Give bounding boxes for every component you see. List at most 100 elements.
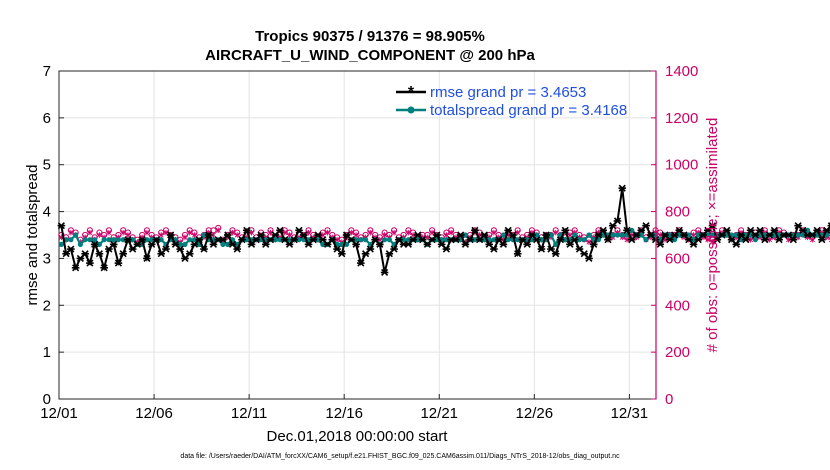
rmse-point [223, 231, 232, 239]
rmse-point [551, 250, 560, 258]
totalspread-point [191, 237, 198, 243]
obs-assimilated-point [248, 229, 255, 236]
legend-rmse-marker: * [408, 84, 415, 101]
rmse-point [561, 226, 570, 234]
totalspread-point [795, 232, 801, 238]
totalspread-point [538, 237, 545, 243]
x-axis: 12/01 12/06 12/11 12/16 12/21 12/26 12/31 [40, 394, 648, 422]
obs-assimilated-point [96, 232, 102, 238]
y-right-tick-label-6: 1200 [665, 110, 698, 127]
rmse-point [143, 254, 151, 262]
obs-assimilated-point [429, 229, 435, 236]
rmse-point [827, 222, 830, 230]
totalspread-point [581, 237, 587, 243]
y-right-tick-label-0: 0 [665, 391, 673, 408]
totalspread-point [68, 237, 74, 243]
y-right-tick-label-4: 800 [665, 204, 690, 221]
obs-assimilated-point [367, 229, 373, 236]
rmse-point [471, 226, 479, 234]
totalspread-point [619, 232, 625, 238]
rmse-point [642, 222, 650, 230]
obs-assimilated-point [567, 232, 573, 238]
obs-possible-point [828, 234, 830, 241]
totalspread-point [277, 237, 283, 243]
rmse-point [195, 236, 204, 244]
totalspread-point [415, 237, 421, 243]
totalspread-point [800, 232, 806, 238]
totalspread-point [562, 237, 568, 243]
obs-assimilated-point [353, 232, 359, 238]
obs-assimilated-point [424, 234, 430, 241]
rmse-point [604, 236, 612, 244]
totalspread-point [77, 241, 83, 247]
obs-assimilated-point [443, 232, 449, 238]
rmse-point [585, 254, 593, 262]
rmse-point [618, 184, 627, 192]
totalspread-point [472, 237, 478, 243]
rmse-point [818, 236, 826, 244]
totalspread-point [96, 241, 103, 247]
obs-assimilated-point [182, 234, 188, 241]
rmse-point [152, 236, 161, 244]
rmse-point [204, 231, 213, 239]
rmse-point [290, 236, 299, 244]
chart-title: Tropics 90375 / 91376 = 98.905% [255, 28, 485, 45]
y-right-tick-label-7: 1400 [665, 63, 698, 80]
rmse-point [732, 240, 741, 248]
rmse-point [442, 245, 451, 253]
totalspread-point [676, 232, 682, 238]
totalspread-point [58, 241, 64, 247]
obs-assimilated-point [624, 236, 630, 243]
totalspread-point [586, 232, 592, 238]
obs-assimilated-point [325, 229, 331, 236]
obs-assimilated-point [448, 229, 454, 236]
obs-assimilated-point [382, 232, 388, 238]
rmse-point [789, 236, 798, 244]
rmse-point [71, 264, 80, 272]
x-tick-label-6: 12/31 [611, 405, 649, 422]
rmse-point [81, 250, 89, 258]
obs-assimilated-point [87, 229, 93, 236]
y-axis-right: 0 200 400 600 800 1000 1200 1400 [651, 63, 698, 408]
totalspread-point [386, 237, 392, 243]
y-axis-right-label: # of obs: o=possible; ×=assimilated [704, 118, 721, 353]
obs-assimilated-point [68, 229, 74, 236]
rmse-point [613, 217, 622, 225]
rmse-point [480, 231, 489, 239]
obs-assimilated-point [553, 229, 559, 236]
totalspread-point [733, 232, 739, 238]
totalspread-point [144, 237, 150, 243]
obs-assimilated-point [158, 232, 164, 238]
totalspread-point [576, 237, 583, 243]
totalspread-point [709, 232, 716, 238]
data-file-footnote: data file: /Users/raeder/DAI/ATM_forcXX/… [180, 453, 620, 460]
totalspread-point [381, 237, 388, 243]
totalspread-point [443, 237, 449, 243]
rmse-point [770, 226, 779, 234]
rmse-point [490, 245, 498, 253]
rmse-point [433, 231, 441, 239]
obs-assimilated-point [306, 229, 312, 236]
obs-assimilated-point [586, 239, 592, 245]
obs-assimilated-point [144, 229, 150, 236]
totalspread-point [752, 237, 758, 243]
rmse-point [599, 226, 608, 234]
rmse-point [95, 250, 104, 258]
rmse-point [742, 236, 750, 244]
totalspread-point [515, 237, 521, 243]
totalspread-point [667, 232, 673, 238]
obs-assimilated-point [657, 232, 663, 238]
obs-assimilated-point [120, 229, 126, 236]
chart-subtitle: AIRCRAFT_U_WIND_COMPONENT @ 200 hPa [205, 47, 535, 64]
totalspread-point [401, 237, 407, 243]
rmse-point [708, 222, 717, 230]
obs-assimilated-point [491, 229, 497, 236]
obs-assimilated-point [287, 232, 293, 238]
y-left-tick-label-2: 2 [43, 297, 51, 314]
obs-assimilated-point [106, 229, 112, 236]
y-right-tick-label-2: 400 [665, 297, 690, 314]
obs-assimilated-point [391, 229, 397, 236]
obs-assimilated-point [710, 239, 716, 245]
totalspread-point [106, 237, 112, 243]
